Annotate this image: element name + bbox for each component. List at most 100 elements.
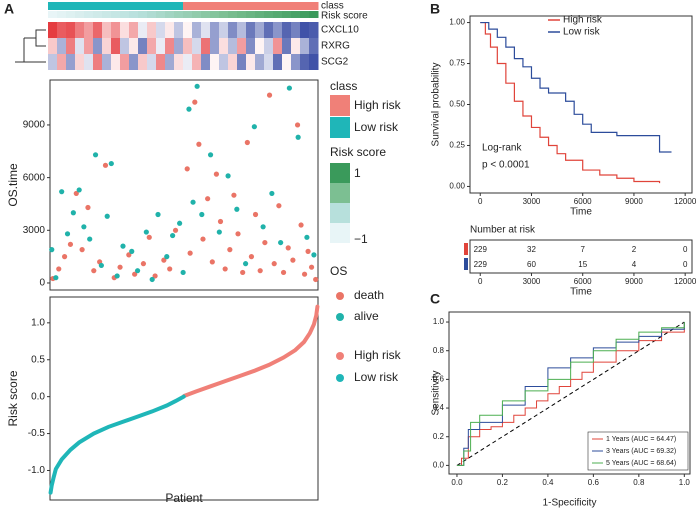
point — [126, 252, 132, 258]
point — [244, 139, 250, 146]
point — [242, 261, 249, 267]
panel-label: B — [430, 1, 440, 17]
heatmap-cell — [201, 22, 211, 38]
heatmap-cell — [66, 38, 76, 54]
point — [301, 271, 308, 277]
row-label: CXCL10 — [321, 25, 359, 36]
heatmap-cell — [201, 38, 211, 54]
heatmap-cell — [129, 38, 139, 54]
heatmap-cell — [75, 38, 85, 54]
x-axis-title: Time — [570, 207, 592, 218]
point — [190, 199, 196, 205]
panel-label: A — [4, 1, 14, 17]
heatmap-cell — [192, 22, 202, 38]
point — [194, 83, 200, 89]
point — [257, 268, 263, 274]
risk-table-cell: 229 — [474, 260, 488, 269]
point — [286, 85, 292, 91]
risk-score-cell — [291, 11, 301, 18]
heatmap-cell — [309, 38, 319, 54]
heatmap-cell — [273, 54, 283, 70]
heatmap-cell — [111, 22, 121, 38]
point — [298, 222, 304, 228]
risk-score-cell — [129, 11, 139, 18]
point — [290, 257, 296, 263]
heatmap-cell — [237, 22, 247, 38]
point — [187, 250, 193, 256]
heatmap-cell — [246, 54, 256, 70]
annotation-label: class — [321, 1, 344, 12]
point — [304, 234, 310, 240]
heatmap-cell — [84, 22, 94, 38]
x-axis-title: Patient — [165, 491, 203, 505]
x-axis-title: Time — [570, 287, 592, 298]
heatmap-cell — [102, 54, 112, 70]
survival-curve — [480, 21, 672, 153]
row-label: SCG2 — [321, 57, 349, 68]
class-cell — [66, 2, 76, 10]
point — [146, 234, 152, 240]
risk-score-cell — [309, 11, 319, 18]
point — [73, 190, 79, 197]
legend-label: 1 Years (AUC = 64.47) — [606, 436, 676, 443]
class-cell — [219, 2, 229, 10]
point — [155, 211, 161, 218]
y-tick-label: 1.0 — [31, 317, 45, 328]
point — [161, 257, 167, 263]
legend-tick-label: 1 — [354, 166, 361, 180]
class-cell — [75, 2, 85, 10]
x-tick-label: 0 — [478, 277, 483, 286]
plot-border — [49, 296, 319, 501]
legend-swatch — [330, 95, 350, 116]
x-tick-label: 3000 — [523, 277, 541, 286]
heatmap-cell — [300, 22, 310, 38]
point — [213, 171, 220, 177]
y-axis-title: Risk score — [6, 370, 20, 426]
risk-score-cell — [120, 11, 130, 18]
heatmap-cell — [237, 54, 247, 70]
y-tick-label: 0.00 — [449, 182, 465, 191]
x-tick-label: 0 — [478, 197, 483, 206]
heatmap-cell — [57, 38, 67, 54]
legend-marker — [336, 292, 344, 300]
legend-label: High risk — [563, 15, 603, 26]
class-cell — [48, 2, 58, 10]
heatmap-cell — [291, 22, 301, 38]
dendrogram — [15, 29, 46, 63]
x-tick-label: 9000 — [625, 277, 643, 286]
legend-label: Low risk — [563, 27, 601, 38]
class-cell — [84, 2, 94, 10]
legend-label: alive — [354, 309, 379, 323]
point — [167, 266, 173, 272]
class-cell — [93, 2, 103, 10]
y-tick-label: 9000 — [23, 120, 46, 131]
heatmap-cell — [84, 38, 94, 54]
heatmap-cell — [246, 22, 256, 38]
point — [285, 245, 291, 251]
x-tick-label: 0.8 — [633, 478, 645, 487]
risk-score-cell — [165, 11, 175, 18]
x-tick-label: 12000 — [674, 197, 697, 206]
risk-score-cell — [192, 11, 202, 18]
y-tick-label: 0.25 — [449, 141, 465, 150]
point — [235, 231, 241, 237]
x-tick-label: 6000 — [574, 197, 592, 206]
point — [305, 248, 311, 254]
point — [172, 227, 179, 233]
point — [132, 271, 138, 277]
legend-label: High risk — [354, 98, 402, 112]
heatmap-cell — [255, 54, 265, 70]
point — [134, 268, 141, 274]
point — [170, 232, 176, 239]
point — [67, 241, 74, 247]
legend-box — [587, 431, 689, 471]
legend-gradient-step — [330, 223, 350, 243]
risk-score-cell — [228, 11, 238, 18]
point — [76, 187, 82, 193]
risk-table-strata — [464, 258, 468, 270]
point — [269, 190, 275, 197]
point — [70, 210, 76, 216]
heatmap-cell — [48, 54, 58, 70]
heatmap-cell — [192, 54, 202, 70]
